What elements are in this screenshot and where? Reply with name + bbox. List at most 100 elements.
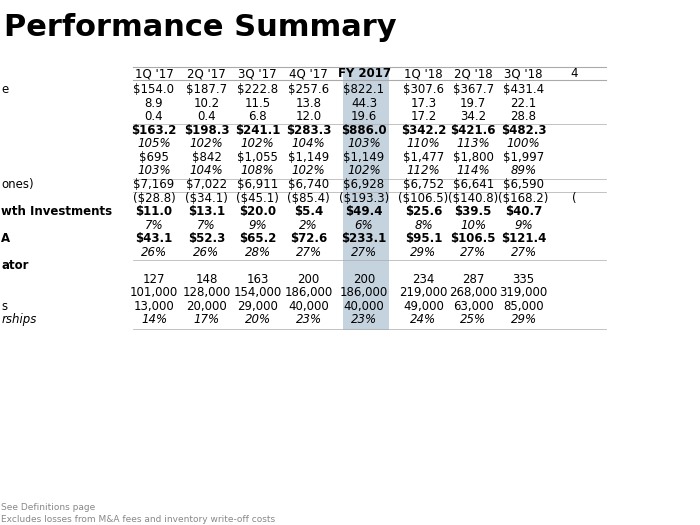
- Text: 29,000: 29,000: [237, 300, 278, 313]
- Text: $431.4: $431.4: [503, 83, 544, 96]
- Text: 6%: 6%: [355, 218, 373, 232]
- Text: ($28.8): ($28.8): [132, 192, 176, 205]
- Text: 104%: 104%: [292, 138, 326, 150]
- Text: $307.6: $307.6: [403, 83, 444, 96]
- Text: 108%: 108%: [241, 164, 274, 177]
- Bar: [343, 68, 389, 330]
- Text: 19.6: 19.6: [351, 110, 377, 123]
- Text: 12.0: 12.0: [295, 110, 322, 123]
- Text: 128,000: 128,000: [183, 286, 230, 299]
- Text: $72.6: $72.6: [290, 232, 328, 245]
- Text: 26%: 26%: [193, 246, 220, 259]
- Text: $52.3: $52.3: [188, 232, 225, 245]
- Text: 17.2: 17.2: [410, 110, 437, 123]
- Text: ($45.1): ($45.1): [236, 192, 279, 205]
- Text: 163: 163: [246, 273, 269, 286]
- Text: ones): ones): [1, 178, 34, 191]
- Text: 3Q '17: 3Q '17: [238, 67, 277, 80]
- Text: 6.8: 6.8: [248, 110, 267, 123]
- Text: 28%: 28%: [244, 246, 271, 259]
- Text: $6,590: $6,590: [503, 178, 544, 191]
- Text: 34.2: 34.2: [460, 110, 486, 123]
- Text: $695: $695: [139, 151, 169, 164]
- Text: 8%: 8%: [414, 218, 433, 232]
- Text: 9%: 9%: [248, 218, 267, 232]
- Text: 319,000: 319,000: [500, 286, 547, 299]
- Text: $6,641: $6,641: [453, 178, 494, 191]
- Text: 114%: 114%: [456, 164, 490, 177]
- Text: $6,911: $6,911: [237, 178, 278, 191]
- Text: 186,000: 186,000: [340, 286, 388, 299]
- Text: ($106.5): ($106.5): [398, 192, 449, 205]
- Text: $6,740: $6,740: [288, 178, 329, 191]
- Text: $367.7: $367.7: [453, 83, 494, 96]
- Text: 27%: 27%: [460, 246, 486, 259]
- Text: 113%: 113%: [456, 138, 490, 150]
- Text: 3Q '18: 3Q '18: [504, 67, 543, 80]
- Text: $7,022: $7,022: [186, 178, 227, 191]
- Text: $40.7: $40.7: [505, 205, 542, 218]
- Text: 104%: 104%: [190, 164, 223, 177]
- Text: FY 2017: FY 2017: [337, 67, 391, 80]
- Text: 200: 200: [353, 273, 375, 286]
- Text: $6,928: $6,928: [344, 178, 384, 191]
- Text: 10%: 10%: [460, 218, 486, 232]
- Text: $198.3: $198.3: [183, 124, 230, 137]
- Text: 4: 4: [570, 67, 578, 80]
- Text: 102%: 102%: [241, 138, 274, 150]
- Text: 148: 148: [195, 273, 218, 286]
- Text: $1,055: $1,055: [237, 151, 278, 164]
- Text: 44.3: 44.3: [351, 97, 377, 110]
- Text: 89%: 89%: [510, 164, 537, 177]
- Text: ($34.1): ($34.1): [185, 192, 228, 205]
- Text: 102%: 102%: [190, 138, 223, 150]
- Text: $187.7: $187.7: [186, 83, 227, 96]
- Text: $342.2: $342.2: [401, 124, 446, 137]
- Text: $222.8: $222.8: [237, 83, 278, 96]
- Text: $822.1: $822.1: [344, 83, 384, 96]
- Text: 10.2: 10.2: [193, 97, 220, 110]
- Text: 1Q '17: 1Q '17: [134, 67, 174, 80]
- Text: 101,000: 101,000: [130, 286, 178, 299]
- Text: 23%: 23%: [351, 313, 377, 327]
- Text: 20,000: 20,000: [186, 300, 227, 313]
- Text: 0.4: 0.4: [145, 110, 163, 123]
- Text: 105%: 105%: [137, 138, 171, 150]
- Text: 102%: 102%: [347, 164, 381, 177]
- Text: 27%: 27%: [295, 246, 322, 259]
- Text: $163.2: $163.2: [132, 124, 176, 137]
- Text: 2Q '18: 2Q '18: [454, 67, 493, 80]
- Text: 335: 335: [512, 273, 535, 286]
- Text: 112%: 112%: [407, 164, 440, 177]
- Text: $5.4: $5.4: [294, 205, 323, 218]
- Text: 268,000: 268,000: [449, 286, 497, 299]
- Text: ($193.3): ($193.3): [339, 192, 389, 205]
- Text: $43.1: $43.1: [135, 232, 173, 245]
- Text: 29%: 29%: [410, 246, 437, 259]
- Text: 127: 127: [143, 273, 165, 286]
- Text: 287: 287: [462, 273, 484, 286]
- Text: (: (: [572, 192, 576, 205]
- Text: $241.1: $241.1: [235, 124, 280, 137]
- Text: 63,000: 63,000: [453, 300, 494, 313]
- Text: $7,169: $7,169: [134, 178, 174, 191]
- Text: $1,477: $1,477: [403, 151, 444, 164]
- Text: $283.3: $283.3: [286, 124, 331, 137]
- Text: 4Q '17: 4Q '17: [289, 67, 328, 80]
- Text: $39.5: $39.5: [454, 205, 492, 218]
- Text: 13,000: 13,000: [134, 300, 174, 313]
- Text: 110%: 110%: [407, 138, 440, 150]
- Text: 0.4: 0.4: [197, 110, 216, 123]
- Text: ator: ator: [1, 259, 29, 272]
- Text: 29%: 29%: [510, 313, 537, 327]
- Text: rships: rships: [1, 313, 37, 327]
- Text: $233.1: $233.1: [342, 232, 386, 245]
- Text: e: e: [1, 83, 8, 96]
- Text: ($140.8): ($140.8): [448, 192, 498, 205]
- Text: 40,000: 40,000: [344, 300, 384, 313]
- Text: $65.2: $65.2: [239, 232, 276, 245]
- Text: See Definitions page: See Definitions page: [1, 503, 96, 512]
- Text: 7%: 7%: [145, 218, 163, 232]
- Text: 40,000: 40,000: [288, 300, 329, 313]
- Text: $49.4: $49.4: [345, 205, 383, 218]
